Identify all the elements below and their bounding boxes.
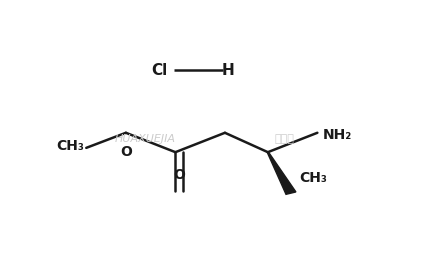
Text: HUAXUEJIA: HUAXUEJIA: [115, 134, 176, 144]
Polygon shape: [267, 152, 296, 194]
Text: 化学加: 化学加: [274, 134, 294, 144]
Text: CH₃: CH₃: [57, 139, 85, 153]
Text: O: O: [120, 145, 132, 159]
Text: O: O: [173, 168, 185, 182]
Text: H: H: [222, 63, 235, 78]
Text: CH₃: CH₃: [299, 171, 327, 185]
Text: NH₂: NH₂: [322, 128, 351, 142]
Text: Cl: Cl: [151, 63, 167, 78]
